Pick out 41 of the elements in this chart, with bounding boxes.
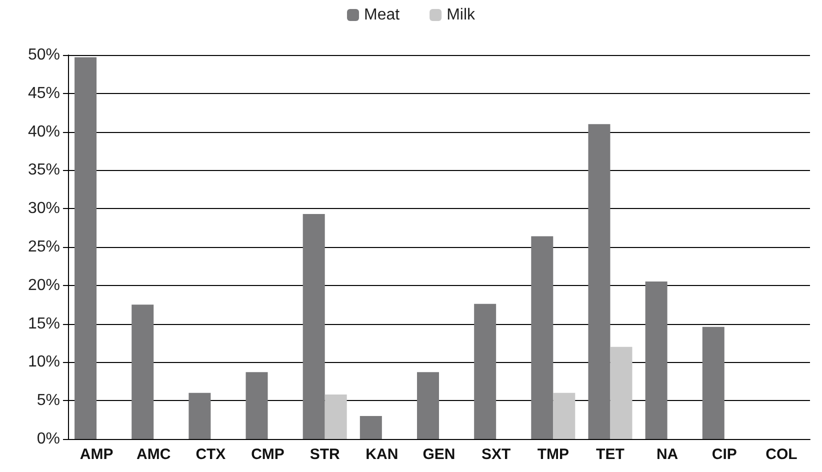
x-tick-label: CTX [196, 446, 226, 463]
y-tick-label: 45% [28, 84, 60, 102]
bar [302, 214, 325, 439]
y-tick-label: 5% [36, 392, 60, 410]
x-tick-label: AMP [80, 446, 114, 463]
bar [188, 392, 211, 439]
x-tick-label: NA [656, 446, 678, 463]
y-tick-label: 25% [28, 238, 60, 256]
y-tick-label: 0% [36, 430, 60, 448]
x-tick-label: CMP [251, 446, 284, 463]
y-tick-label: 10% [28, 354, 60, 371]
bar [702, 326, 724, 439]
bar [246, 372, 268, 439]
x-tick-label: TMP [537, 446, 569, 463]
bar [132, 304, 154, 439]
x-tick-label: TET [596, 446, 624, 463]
legend-label: Milk [446, 6, 476, 24]
x-tick-label: SXT [481, 446, 511, 463]
y-tick-label: 20% [28, 276, 60, 294]
bar [588, 124, 610, 439]
x-tick-label: AMC [136, 446, 171, 463]
y-tick-label: 40% [28, 123, 60, 140]
bar [360, 416, 382, 439]
y-tick-label: 15% [28, 315, 60, 332]
bar [474, 304, 496, 439]
x-tick-label: STR [310, 446, 340, 463]
x-tick-label: CIP [712, 446, 737, 463]
y-tick-label: 50% [28, 46, 60, 64]
legend-label: Meat [364, 6, 400, 24]
bar [417, 372, 439, 439]
y-tick-label: 35% [28, 162, 60, 179]
x-tick-label: KAN [366, 446, 398, 463]
bar [610, 346, 632, 439]
x-tick-label: COL [766, 446, 798, 463]
bar [553, 392, 576, 439]
bar [531, 236, 554, 439]
bar [324, 394, 347, 439]
bar [645, 282, 668, 439]
bar [74, 57, 97, 439]
y-tick-label: 30% [28, 200, 60, 218]
x-tick-label: GEN [422, 446, 456, 463]
